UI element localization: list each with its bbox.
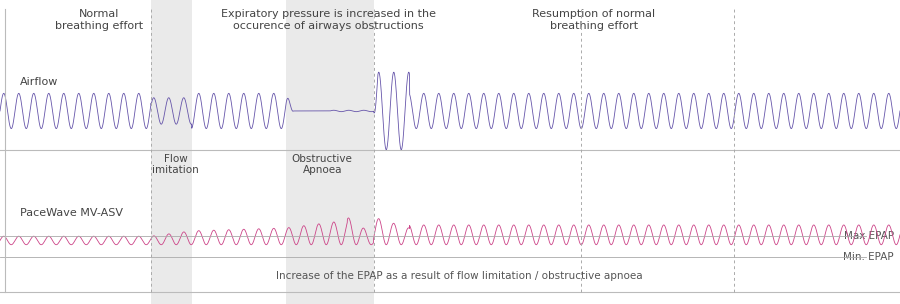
Text: Resumption of normal
breathing effort: Resumption of normal breathing effort (533, 9, 655, 31)
Text: Increase of the EPAP as a result of flow limitation / obstructive apnoea: Increase of the EPAP as a result of flow… (275, 271, 643, 281)
Bar (286, 0, 374, 304)
Text: Airflow: Airflow (20, 77, 58, 87)
Text: Obstructive
Apnoea: Obstructive Apnoea (292, 154, 353, 175)
Text: Min. EPAP: Min. EPAP (843, 252, 894, 262)
Text: Normal
breathing effort: Normal breathing effort (55, 9, 143, 31)
Text: Flow
imitation: Flow imitation (152, 154, 199, 175)
Text: Max EPAP: Max EPAP (843, 231, 894, 240)
Text: Expiratory pressure is increased in the
occurence of airways obstructions: Expiratory pressure is increased in the … (221, 9, 436, 31)
Bar (151, 0, 192, 304)
Text: PaceWave MV-ASV: PaceWave MV-ASV (20, 208, 122, 218)
